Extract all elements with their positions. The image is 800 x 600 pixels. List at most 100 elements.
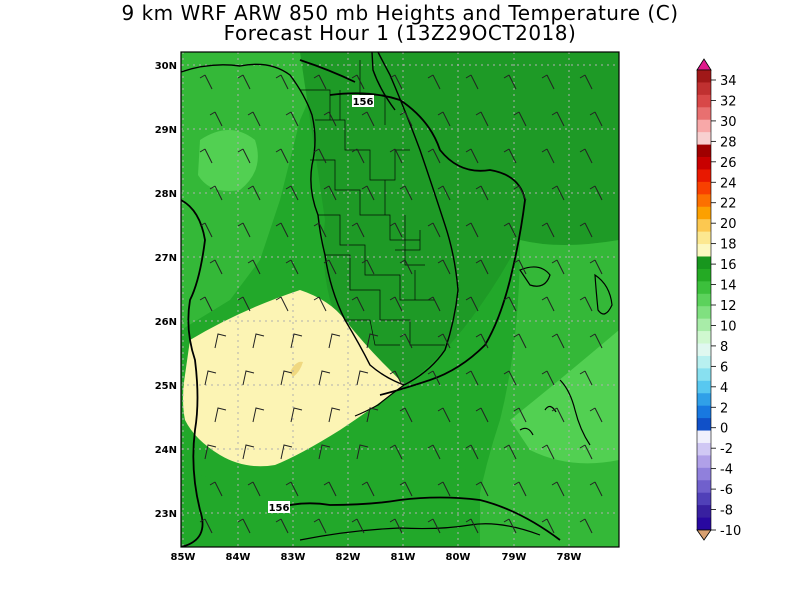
wind-barb: [252, 407, 265, 423]
colorbar-label: 2: [720, 401, 728, 416]
lon-label-78w: 78W: [557, 552, 582, 563]
wind-barb: [437, 259, 451, 275]
wind-barb: [237, 222, 251, 238]
colorbar-segment: [697, 132, 711, 145]
wind-barb: [551, 111, 565, 127]
wind-barb: [465, 370, 479, 386]
wind-barb: [275, 148, 289, 164]
wind-barb: [313, 148, 327, 164]
wind-barb: [427, 518, 441, 534]
wind-barb: [503, 148, 517, 164]
wind-barb: [318, 370, 331, 386]
colorbar-segment: [697, 94, 711, 108]
wind-barb: [285, 111, 299, 127]
wind-barb: [579, 148, 593, 164]
temperature-fill-warm-spot: [290, 361, 303, 377]
colorbar-segment: [697, 281, 711, 295]
colorbar-label: 18: [720, 238, 737, 253]
wind-barb: [465, 518, 479, 534]
wind-barb: [551, 333, 565, 349]
colorbar-segment: [697, 467, 711, 481]
wind-barb: [465, 444, 479, 460]
wind-barb: [328, 407, 341, 423]
colorbar-label: 6: [720, 360, 728, 375]
wind-barb: [323, 259, 337, 275]
wind-barb: [513, 407, 527, 423]
wind-barb: [427, 444, 441, 460]
lat-label-24n: 24N: [155, 445, 177, 456]
lon-label-80w: 80W: [446, 552, 471, 563]
wind-barb: [399, 185, 413, 201]
cuba-coast: [299, 523, 541, 541]
colorbar-segment: [697, 219, 711, 233]
wind-barb: [389, 296, 403, 312]
wind-barb: [199, 148, 213, 164]
wind-barb: [323, 481, 337, 497]
wind-barb: [579, 518, 593, 534]
wind-barb: [427, 74, 441, 90]
wind-barb: [551, 407, 565, 423]
wind-barb: [209, 111, 223, 127]
colorbar-segment: [697, 107, 711, 121]
colorbar-segment: [697, 343, 711, 357]
wind-barb: [361, 185, 375, 201]
wind-barb: [361, 111, 375, 127]
lat-label-29n: 29N: [155, 125, 177, 136]
wind-barb: [361, 259, 375, 275]
lat-label-26n: 26N: [155, 317, 177, 328]
colorbar-segment: [697, 405, 711, 419]
wind-barb: [475, 333, 489, 349]
wind-barb: [541, 444, 555, 460]
wind-barb: [589, 185, 603, 201]
wind-barb: [237, 148, 251, 164]
wind-barb: [214, 407, 227, 423]
wind-barb: [503, 222, 517, 238]
wind-barb: [399, 333, 413, 349]
wind-barb: [366, 407, 379, 423]
colorbar-segment: [697, 318, 711, 332]
wind-barb: [437, 407, 451, 423]
lat-label-23n: 23N: [155, 509, 177, 520]
colorbar-label: 34: [720, 74, 737, 89]
wind-barb: [513, 333, 527, 349]
wind-barb: [313, 296, 327, 312]
wind-barb: [242, 444, 255, 460]
wind-barb: [313, 74, 327, 90]
wind-barb: [280, 444, 293, 460]
colorbar-min-arrow: [696, 529, 712, 541]
wind-barb: [399, 481, 413, 497]
wind-barb: [351, 222, 365, 238]
wind-barb: [247, 481, 261, 497]
colorbar-segment: [697, 169, 711, 183]
colorbar-label: 12: [720, 299, 737, 314]
wind-barb: [579, 296, 593, 312]
wind-barb: [475, 185, 489, 201]
wind-barb: [475, 259, 489, 275]
lat-label-25n: 25N: [155, 381, 177, 392]
wind-barb: [323, 185, 337, 201]
wind-barb: [204, 370, 217, 386]
wind-barb: [199, 74, 213, 90]
wind-barb: [513, 185, 527, 201]
wind-barb: [323, 111, 337, 127]
height-label-north: 156: [353, 97, 374, 108]
colorbar-segment: [697, 368, 711, 382]
colorbar-label: 0: [720, 422, 728, 437]
colorbar-segment: [697, 119, 711, 133]
wind-barb: [427, 222, 441, 238]
wind-barb: [285, 259, 299, 275]
colorbar-label: -8: [720, 504, 733, 519]
wind-barb: [589, 407, 603, 423]
wind-barb: [551, 259, 565, 275]
colorbar-segment: [697, 455, 711, 469]
colorbar-segment: [697, 480, 711, 494]
florida-coastline: [181, 52, 459, 386]
wind-barb: [356, 444, 369, 460]
wind-barb: [541, 222, 555, 238]
colorbar-segment: [697, 418, 711, 431]
bahamas-islands: [519, 266, 613, 446]
wind-barb: [427, 370, 441, 386]
wind-barb: [437, 333, 451, 349]
wind-barb: [318, 444, 331, 460]
wind-barb: [513, 481, 527, 497]
